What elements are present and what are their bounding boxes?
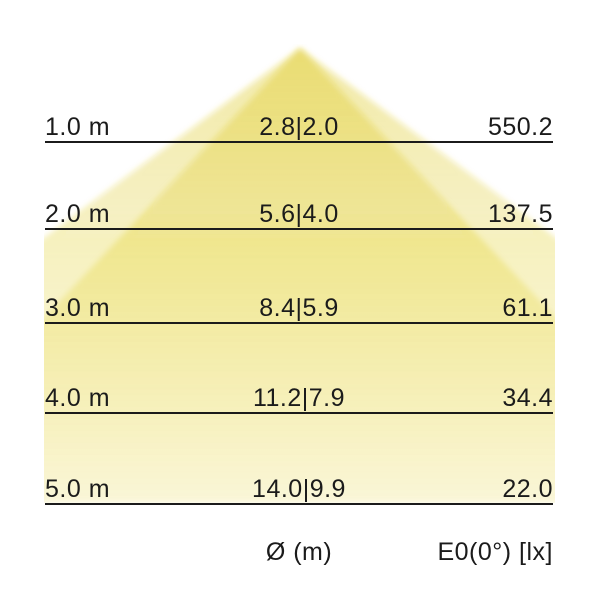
diameter-values: 5.6|4.0 (259, 200, 339, 228)
distance-line (45, 412, 553, 414)
distance-label: 3.0 m (45, 294, 111, 322)
diameter-values: 8.4|5.9 (259, 294, 339, 322)
distance-line (45, 503, 553, 505)
illuminance-axis-label: E0(0°) [lx] (437, 538, 553, 566)
illuminance-value: 61.1 (502, 294, 553, 322)
measurement-row-5m: 5.0 m 14.0|9.9 22.0 (45, 475, 553, 505)
illuminance-value: 22.0 (502, 475, 553, 503)
axis-labels-row: Ø (m) E0(0°) [lx] (45, 537, 553, 565)
distance-label: 4.0 m (45, 384, 111, 412)
diameter-values: 14.0|9.9 (252, 475, 346, 503)
distance-line (45, 322, 553, 324)
measurement-row-1m: 1.0 m 2.8|2.0 550.2 (45, 113, 553, 143)
diameter-axis-label: Ø (m) (265, 538, 333, 566)
distance-label: 2.0 m (45, 200, 111, 228)
measurement-row-3m: 3.0 m 8.4|5.9 61.1 (45, 294, 553, 324)
inner-beam-cone (44, 48, 555, 503)
diameter-values: 11.2|7.9 (252, 384, 346, 412)
illuminance-value: 34.4 (502, 384, 553, 412)
measurement-row-4m: 4.0 m 11.2|7.9 34.4 (45, 384, 553, 414)
measurement-row-2m: 2.0 m 5.6|4.0 137.5 (45, 200, 553, 230)
illuminance-value: 137.5 (487, 200, 553, 228)
diameter-values: 2.8|2.0 (259, 113, 339, 141)
illuminance-value: 550.2 (487, 113, 553, 141)
distance-line (45, 228, 553, 230)
distance-label: 1.0 m (45, 113, 111, 141)
distance-line (45, 141, 553, 143)
distance-label: 5.0 m (45, 475, 111, 503)
